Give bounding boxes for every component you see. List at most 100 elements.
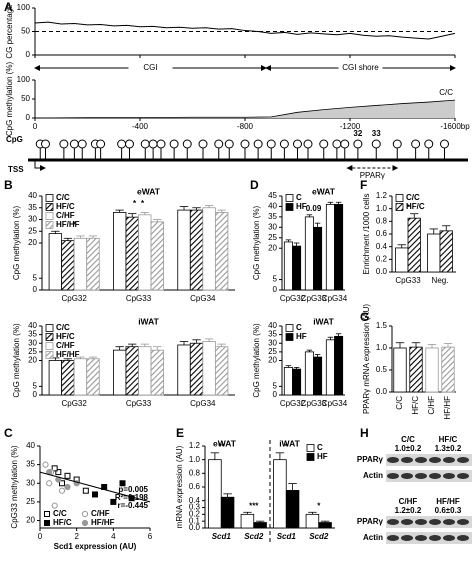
legend-label: C/C [406,193,420,202]
point [128,495,135,502]
stat: r=-0.445 [118,501,149,510]
y-tick-label: 0.8 [376,216,388,225]
bar [318,522,332,529]
cpg-site [182,139,192,149]
point [51,502,58,509]
point [59,480,65,487]
y-tick-label: 35 [26,460,35,469]
y-tick-label: 0.5 [376,365,388,374]
cpg-site [392,139,402,149]
y-tick-label: 30 [28,338,37,347]
cpg-site [332,139,342,149]
y-tick-label: 25 [268,347,277,356]
y-axis-label: CpG methylation (%) [12,206,21,281]
cpg-site [41,139,50,149]
legend-swatch [45,351,54,359]
cpg-site [69,139,79,149]
blot-band [457,535,469,541]
legend-swatch [285,333,294,341]
x-tick-label: 4 [111,532,116,541]
legend-marker [44,520,50,526]
cpg-site [240,139,250,149]
region-label-bg [128,63,173,73]
x-tick-label: CpG32 [280,294,306,303]
blot-band [457,457,469,463]
y-tick-label: 0.6 [189,482,201,491]
blot-band [457,473,469,479]
bar [73,358,88,396]
y-tick-label: 1.0 [376,343,388,352]
cpg-site [279,139,289,149]
y-axis-label: CpG33 methylation (%) [10,445,19,528]
band-label: Actin [363,471,383,480]
blot-band [401,535,413,541]
y-tick-label: 30 [26,478,35,487]
bar [313,356,323,396]
bar [189,342,204,396]
bar [334,335,344,396]
bar [240,513,255,529]
y-tick-label: 40 [28,321,37,330]
x-tick-label: -1200 [340,122,361,131]
legend-swatch [285,203,294,211]
y-tick-label: 50 [21,94,30,103]
site-label: 33 [372,129,381,138]
legend-label: HF/HF [56,350,80,359]
y-tick-label: 35 [28,203,37,212]
panel-label: G [360,310,369,324]
group-label: C/HF [399,497,418,506]
bar [73,237,88,291]
chart-title: iWAT [138,316,159,326]
bar [208,459,222,529]
cpg-site [253,139,263,149]
legend-label: HF/HF [91,518,115,527]
y-tick-label: 1.2 [376,191,388,200]
annotation: * [285,442,289,451]
y-tick-label: 0.4 [376,242,388,251]
region-label: CGI [143,63,157,72]
bar [253,522,267,529]
blot-band [415,519,427,525]
y-tick-label: 5 [33,381,38,390]
y-tick-label: 35 [28,330,37,339]
y-tick-label: 0 [273,390,278,399]
x-tick-label: CpG32 [280,399,306,408]
y-tick-label: 0 [273,285,278,294]
y-tick-label: 0.2 [189,509,201,518]
area-line [34,99,456,119]
y-tick-label: 100 [17,75,31,84]
blot-band [429,519,441,525]
annotation: ** [218,442,225,451]
y-tick-label: 20 [268,356,277,365]
cpg-site [293,139,302,149]
y-axis-label: CpG methylation (%) [252,206,261,281]
blot-band [415,457,427,463]
annotation: *** [249,501,259,510]
x-tick-label: CpG34 [190,294,216,303]
legend-label: HF/C [406,202,425,211]
x-tick-label: Scd1 [212,532,232,541]
cpg-site [371,139,381,149]
x-tick-label: CpG32 [61,294,87,303]
legend-swatch [306,444,315,452]
y-tick-label: 1.0 [189,455,201,464]
y-tick-label: 0 [26,50,31,59]
bar [125,346,139,396]
cpg-site [125,139,134,149]
point [55,469,62,476]
cpg-site [224,139,234,149]
blot-band [443,473,455,479]
legend-swatch [45,333,54,341]
bar [325,203,335,291]
y-tick-label: 35 [268,212,277,221]
chart-title: eWAT [137,186,161,196]
region-label-bg [338,63,383,73]
bar [150,221,164,291]
bar [113,212,127,291]
y-tick-label: 25 [28,226,37,235]
y-tick-label: 0.1 [189,516,201,525]
bar [283,366,293,396]
legend-marker [81,510,89,518]
bar [189,209,204,291]
bar [292,245,302,291]
